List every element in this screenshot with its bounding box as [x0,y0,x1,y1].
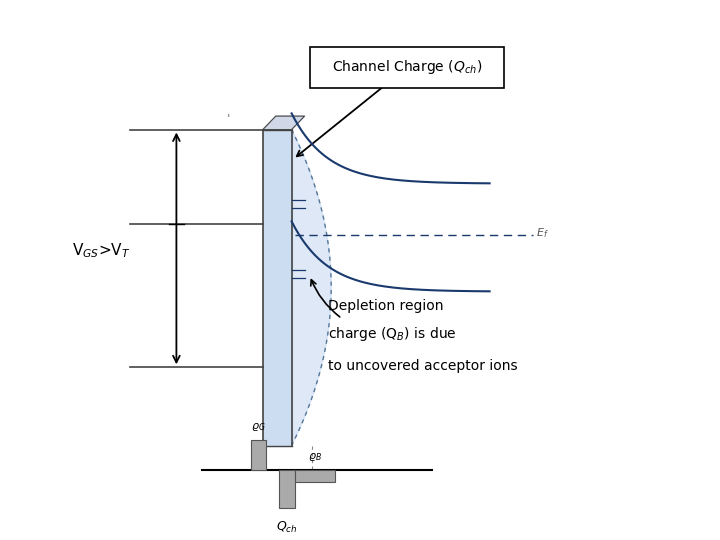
Text: $E_f$: $E_f$ [536,226,549,240]
Text: $Q_{ch}$: $Q_{ch}$ [276,519,298,535]
Text: ': ' [227,113,230,126]
Polygon shape [263,130,292,446]
Polygon shape [263,116,305,130]
Text: Channel Charge ($Q_{ch}$): Channel Charge ($Q_{ch}$) [332,58,482,77]
Text: $\varrho_B$: $\varrho_B$ [308,451,322,463]
Bar [279,470,295,508]
Bar [251,440,266,470]
Text: charge (Q$_B$) is due: charge (Q$_B$) is due [328,325,456,343]
Bar [295,470,335,482]
Text: to uncovered acceptor ions: to uncovered acceptor ions [328,359,517,373]
Text: Depletion region: Depletion region [328,299,443,313]
Text: V$_{GS}$>V$_T$: V$_{GS}$>V$_T$ [72,242,130,260]
FancyBboxPatch shape [310,47,504,87]
Text: $\varrho_G$: $\varrho_G$ [251,421,266,433]
Polygon shape [292,130,331,446]
